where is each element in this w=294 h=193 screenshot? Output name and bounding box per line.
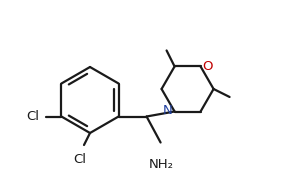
Text: Cl: Cl bbox=[26, 110, 39, 123]
Text: O: O bbox=[203, 60, 213, 73]
Text: Cl: Cl bbox=[74, 153, 86, 166]
Text: N: N bbox=[163, 104, 173, 117]
Text: NH₂: NH₂ bbox=[149, 157, 174, 170]
